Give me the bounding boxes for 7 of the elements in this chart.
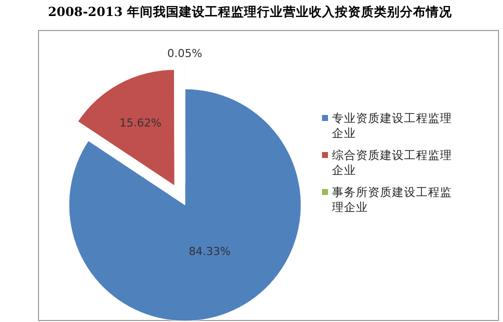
- chart-title: 2008-2013 年间我国建设工程监理行业营业收入按资质类别分布情况: [48, 4, 454, 19]
- legend-label: 专业资质建设工程监理企业: [332, 111, 452, 140]
- data-label: 84.33%: [188, 245, 231, 258]
- legend-label: 事务所资质建设工程监理企业: [332, 185, 452, 214]
- legend-label: 综合资质建设工程监理企业: [332, 148, 452, 177]
- data-label: 15.62%: [120, 116, 162, 130]
- data-label: 0.05%: [167, 47, 202, 60]
